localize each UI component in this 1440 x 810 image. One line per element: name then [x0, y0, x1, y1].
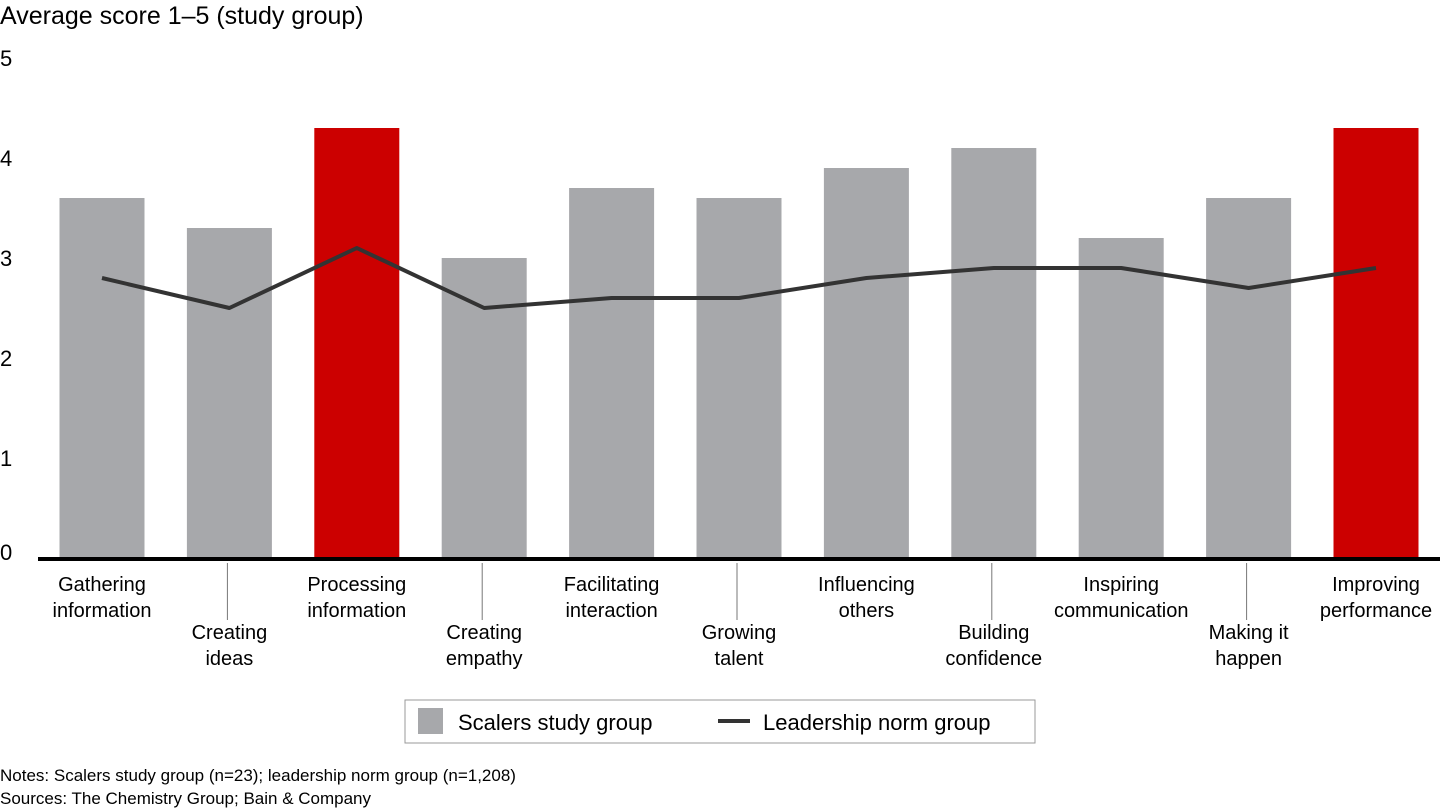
x-tick-label: talent — [715, 648, 764, 670]
x-tick-label: others — [839, 600, 895, 622]
y-tick-label: 0 — [0, 540, 12, 565]
x-tick-label: Creating — [192, 622, 268, 644]
x-tick-label: information — [307, 600, 406, 622]
x-tick-label: Growing — [702, 622, 776, 644]
legend-label-line: Leadership norm group — [763, 710, 990, 735]
norm-line — [101, 246, 1377, 310]
chart-title: Average score 1–5 (study group) — [0, 2, 364, 30]
bar — [314, 128, 400, 558]
chart-sources: Sources: The Chemistry Group; Bain & Com… — [0, 789, 372, 808]
bar — [59, 198, 145, 558]
bar — [569, 188, 655, 558]
bar — [696, 198, 782, 558]
y-tick-label: 1 — [0, 446, 12, 471]
y-tick-label: 5 — [0, 46, 12, 71]
x-tick-label: happen — [1215, 648, 1282, 670]
x-tick-label: empathy — [446, 648, 523, 670]
legend-swatch-bars — [418, 708, 443, 734]
x-tick-label: Creating — [446, 622, 522, 644]
x-tick-label: Influencing — [818, 574, 915, 596]
x-tick-label: interaction — [565, 600, 657, 622]
x-tick-label: Facilitating — [564, 574, 660, 596]
bar — [1078, 238, 1164, 558]
x-tick-label: Gathering — [58, 574, 146, 596]
bar — [441, 258, 527, 558]
x-tick-label: communication — [1054, 600, 1189, 622]
x-tick-label: Processing — [307, 574, 406, 596]
y-tick-label: 2 — [0, 346, 12, 371]
y-tick-label: 3 — [0, 246, 12, 271]
x-tick-label: Making it — [1209, 622, 1289, 644]
bar — [823, 168, 909, 558]
x-tick-label: Building — [958, 622, 1029, 644]
bar — [1333, 128, 1419, 558]
chart-notes: Notes: Scalers study group (n=23); leade… — [0, 766, 516, 785]
y-tick-label: 4 — [0, 146, 12, 171]
x-tick-label: performance — [1320, 600, 1432, 622]
x-tick-label: confidence — [945, 648, 1042, 670]
x-tick-label: Inspiring — [1083, 574, 1159, 596]
x-tick-label: information — [53, 600, 152, 622]
bar — [1206, 198, 1292, 558]
bar — [951, 148, 1037, 558]
bar — [186, 228, 272, 558]
legend-label-bars: Scalers study group — [458, 710, 652, 735]
x-tick-label: ideas — [205, 648, 253, 670]
x-tick-label: Improving — [1332, 574, 1420, 596]
